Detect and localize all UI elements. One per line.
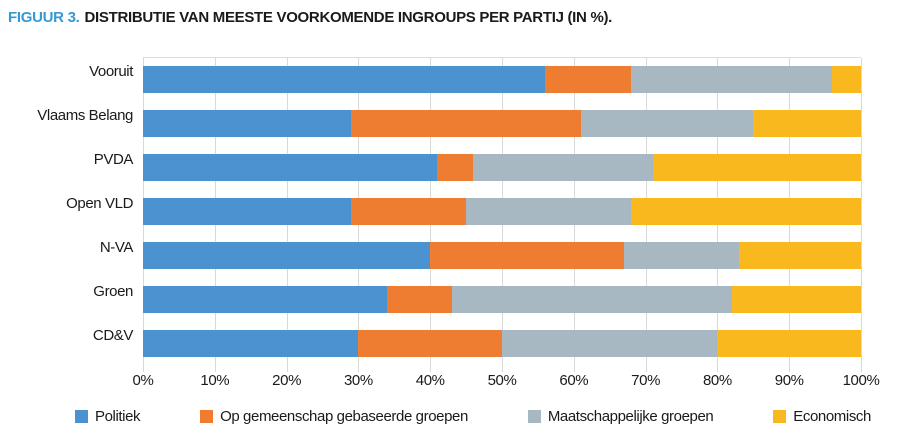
bar-segment <box>624 241 739 269</box>
figure-number: FIGUUR 3. <box>8 9 80 26</box>
bar-segment <box>652 153 861 181</box>
bar-segment <box>631 197 861 225</box>
bar-segment <box>473 153 653 181</box>
y-axis-labels: Vooruit Vlaams Belang PVDA Open VLD N-VA Groe… <box>0 57 133 365</box>
legend-item: Economisch <box>773 408 871 425</box>
x-tick-label: 20% <box>272 372 302 389</box>
x-tick-label: 40% <box>415 372 445 389</box>
category-label: Open VLD <box>66 194 133 212</box>
category-label: PVDA <box>93 150 134 168</box>
bar-row <box>143 241 861 269</box>
bar-segment <box>143 329 359 357</box>
bar-segment <box>143 153 438 181</box>
x-tick-label: 80% <box>702 372 732 389</box>
bar-segment <box>580 109 754 137</box>
category-label: N-VA <box>99 238 134 256</box>
bar-segment <box>387 285 452 313</box>
bar-segment <box>466 197 632 225</box>
x-axis-labels: 0% 10% 20% 30% 40% 50% 60% 70% 80% 90% 100% <box>133 372 880 392</box>
bar-segment <box>143 109 352 137</box>
bar-row <box>143 329 861 357</box>
legend-item: Maatschappelijke groepen <box>527 407 714 425</box>
x-tick-label: 60% <box>559 372 589 389</box>
bar-segment <box>451 285 732 313</box>
bar-segment <box>143 65 546 93</box>
plot-area <box>143 57 862 372</box>
bar-segment <box>143 197 352 225</box>
legend-item: Op gemeenschap gebaseerde groepen <box>200 408 468 425</box>
bar-segment <box>437 153 474 181</box>
figure-title: FIGUUR 3. DISTRIBUTIE VAN MEESTE VOORKOME… <box>8 9 612 26</box>
bar-row <box>143 109 861 137</box>
x-tick-label: 90% <box>774 372 804 389</box>
legend-swatch <box>527 409 541 423</box>
category-label: Groen <box>93 282 133 300</box>
legend-swatch <box>200 409 214 423</box>
legend-swatch <box>773 409 787 423</box>
bar-row <box>143 197 861 225</box>
category-label: Vooruit <box>89 62 133 80</box>
bar-segment <box>731 285 861 313</box>
legend-swatch <box>75 409 88 423</box>
legend-label: Politiek <box>95 407 141 425</box>
x-tick-label: 0% <box>132 372 154 389</box>
legend-label: Op gemeenschap gebaseerde groepen <box>220 407 468 425</box>
bar-segment <box>832 65 861 93</box>
category-label: Vlaams Belang <box>37 106 133 124</box>
figure-title-text: DISTRIBUTIE VAN MEESTE VOORKOMENDE INGRO… <box>84 9 613 26</box>
bar-row <box>143 153 861 181</box>
bar-segment <box>351 109 581 137</box>
x-tick-label: 70% <box>631 372 661 389</box>
bar-segment <box>753 109 861 137</box>
bar-segment <box>143 241 431 269</box>
bar-segment <box>631 65 833 93</box>
bar-row <box>143 65 861 93</box>
gridline <box>861 58 862 372</box>
bar-segment <box>738 241 861 269</box>
legend: Politiek Op gemeenschap gebaseerde groepe… <box>75 406 871 426</box>
bar-segment <box>143 285 388 313</box>
bar-segment <box>358 329 502 357</box>
bar-segment <box>430 241 625 269</box>
bar-segment <box>351 197 467 225</box>
bar-segment <box>501 329 718 357</box>
legend-label: Maatschappelijke groepen <box>547 407 714 425</box>
bar-row <box>143 285 861 313</box>
x-tick-label: 100% <box>842 372 880 389</box>
x-tick-label: 10% <box>200 372 230 389</box>
x-tick-label: 50% <box>487 372 517 389</box>
legend-label: Economisch <box>793 407 871 425</box>
legend-item: Politiek <box>75 407 141 425</box>
category-label: CD&V <box>92 326 133 344</box>
bar-segment <box>717 329 861 357</box>
bar-segment <box>545 65 632 93</box>
x-tick-label: 30% <box>343 372 373 389</box>
